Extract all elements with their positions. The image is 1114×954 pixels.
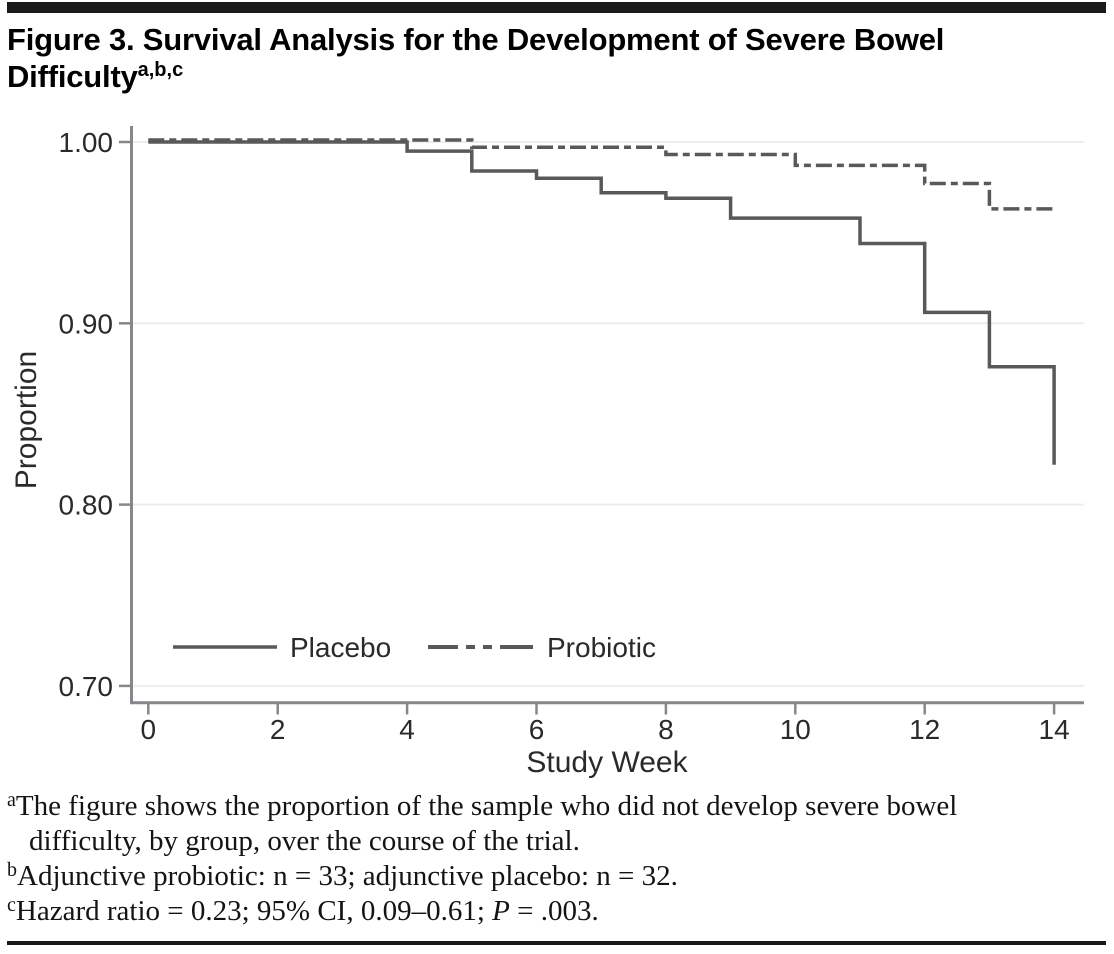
x-axis-ticks: 0 2 4 6 8 10 12 14 (141, 702, 1070, 745)
figure-title-line2: Difficulty (7, 59, 138, 94)
y-tick-label: 0.80 (59, 490, 114, 521)
footnotes: aThe figure shows the proportion of the … (7, 789, 1111, 929)
y-tick-label: 0.90 (59, 308, 114, 339)
y-tick-label: 0.70 (59, 671, 114, 702)
x-tick-label: 4 (399, 714, 415, 745)
survival-chart: 1.000.900.800.70 0 2 4 6 8 10 12 14 Proportion … (10, 126, 1084, 779)
x-tick-label: 2 (270, 714, 286, 745)
footnote-c-post: = .003. (509, 895, 599, 927)
series-placebo (148, 140, 1056, 465)
footnote-c-text: Hazard ratio = 0.23; 95% CI, 0.09–0.61; (15, 895, 493, 927)
footnote-c: cHazard ratio = 0.23; 95% CI, 0.09–0.61;… (7, 894, 1111, 929)
x-tick-label: 6 (529, 714, 545, 745)
figure-title-line1: Figure 3. Survival Analysis for the Deve… (7, 22, 945, 57)
footnote-a-line2: difficulty, by group, over the course of… (29, 825, 580, 857)
footnote-b: bAdjunctive probiotic: n = 33; adjunctiv… (7, 859, 1111, 894)
gridlines (131, 141, 1084, 687)
legend-label-probiotic: Probiotic (547, 632, 656, 663)
x-tick-label: 0 (141, 714, 157, 745)
y-axis-title: Proportion (10, 351, 43, 489)
y-axis-ticks: 1.00 0.90 0.80 0.70 (59, 127, 132, 702)
x-tick-label: 14 (1039, 714, 1070, 745)
figure-bottom-rule (7, 941, 1106, 945)
footnote-a: aThe figure shows the proportion of the … (7, 789, 1111, 859)
legend-label-placebo: Placebo (290, 632, 391, 663)
x-tick-label: 10 (780, 714, 811, 745)
footnote-b-text: Adjunctive probiotic: n = 33; adjunctive… (17, 860, 678, 892)
figure-title: Figure 3. Survival Analysis for the Deve… (7, 21, 1107, 95)
footnote-c-italic-p: P (492, 895, 510, 927)
x-tick-label: 12 (909, 714, 940, 745)
series-probiotic (148, 138, 1058, 211)
figure-title-superscript: a,b,c (137, 59, 184, 81)
footnote-b-marker: b (7, 859, 17, 881)
footnote-a-line1: The figure shows the proportion of the s… (15, 790, 958, 822)
figure-top-bar (7, 2, 1106, 13)
footnote-a-marker: a (7, 789, 16, 811)
y-tick-label: 1.00 (59, 127, 114, 158)
x-tick-label: 8 (658, 714, 674, 745)
x-axis-title: Study Week (526, 746, 688, 779)
chart-legend: Placebo Probiotic (173, 632, 656, 663)
footnote-c-marker: c (7, 894, 16, 916)
